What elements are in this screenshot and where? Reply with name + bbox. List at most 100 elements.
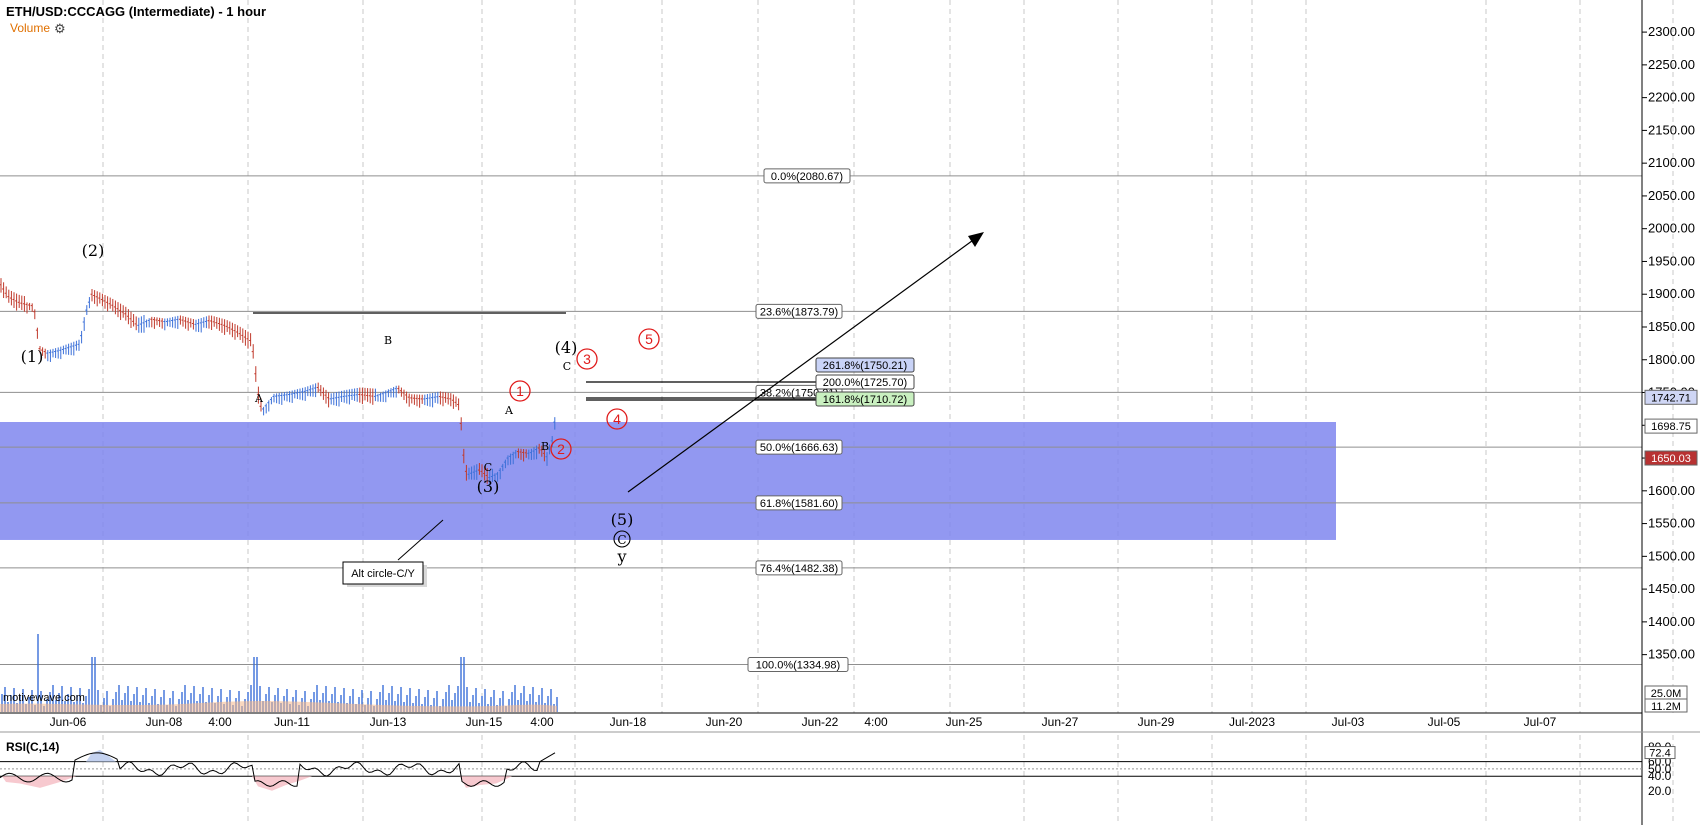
price-axis-tick-label: 1550.00 bbox=[1648, 516, 1695, 531]
wave-label-red: 4 bbox=[613, 411, 621, 427]
wave-label-small: B bbox=[384, 334, 392, 347]
time-axis-tick-label: Jun-25 bbox=[946, 715, 983, 729]
rsi-axis-tick-label: 50.0 bbox=[1648, 762, 1672, 776]
wave-label-small: A bbox=[254, 392, 264, 405]
gear-icon[interactable]: ⚙ bbox=[54, 21, 66, 36]
price-axis-tick-label: 1600.00 bbox=[1648, 483, 1695, 498]
price-tag-label: 1698.75 bbox=[1651, 421, 1691, 433]
wave-label-small: C bbox=[563, 360, 571, 373]
time-axis-tick-label: Jun-11 bbox=[274, 715, 310, 729]
wave-label: y bbox=[616, 547, 626, 566]
price-tag bbox=[1644, 418, 1698, 434]
time-axis-tick-label: Jun-13 bbox=[370, 715, 407, 729]
fib-level-label: 61.8%(1581.60) bbox=[760, 498, 838, 510]
volume-ma-area bbox=[0, 701, 557, 712]
price-tag bbox=[1644, 389, 1698, 405]
ext-level-box bbox=[815, 357, 915, 373]
annotation-box bbox=[342, 561, 424, 585]
wave-label-red: 3 bbox=[583, 351, 591, 367]
price-axis-tick-label: 2250.00 bbox=[1648, 57, 1695, 72]
time-axis-tick-label: Jun-08 bbox=[146, 715, 183, 729]
fib-level-label: 50.0%(1666.63) bbox=[760, 442, 838, 454]
chart-title: ETH/USD:CCCAGG (Intermediate) - 1 hour bbox=[6, 4, 267, 19]
time-axis-tick-label: Jun-22 bbox=[802, 715, 839, 729]
wave-label: (2) bbox=[82, 241, 105, 260]
projection-arrow bbox=[627, 237, 977, 493]
fib-level-label: 100.0%(1334.98) bbox=[756, 659, 840, 671]
fib-level-box bbox=[755, 560, 843, 576]
wave-label: (5) bbox=[611, 510, 634, 529]
fib-level-label: 23.6%(1873.79) bbox=[760, 306, 838, 318]
price-axis-tick-label: 1350.00 bbox=[1648, 647, 1695, 662]
fib-level-box bbox=[747, 656, 849, 672]
fib-level-box bbox=[763, 168, 851, 184]
time-axis-tick-label: Jun-18 bbox=[610, 715, 647, 729]
price-axis-tick-label: 1800.00 bbox=[1648, 352, 1695, 367]
wave-circle-icon bbox=[613, 530, 631, 548]
price-axis-tick-label: 1900.00 bbox=[1648, 286, 1695, 301]
time-axis-tick-label: Jul-05 bbox=[1428, 715, 1461, 729]
wave-label-circle: C bbox=[617, 533, 626, 547]
time-axis-tick-label: Jun-29 bbox=[1138, 715, 1175, 729]
price-axis-tick-label: 2000.00 bbox=[1648, 221, 1695, 236]
price-axis-tick-label: 2050.00 bbox=[1648, 188, 1695, 203]
wave-label-small: C bbox=[484, 461, 492, 474]
time-axis-tick-label: 4:00 bbox=[530, 715, 554, 729]
time-axis-tick-label: Jul-07 bbox=[1524, 715, 1557, 729]
wave-label-red: 5 bbox=[645, 331, 653, 347]
wave-label-red: 1 bbox=[516, 383, 524, 399]
wave-circle-red-icon bbox=[550, 438, 572, 460]
rsi-value-label: 72.4 bbox=[1649, 748, 1670, 760]
ext-level-label: 161.8%(1710.72) bbox=[823, 394, 907, 406]
wave-circle-red-icon bbox=[606, 408, 628, 430]
wave-label-small: B bbox=[541, 440, 549, 453]
annotation-leader bbox=[397, 519, 444, 561]
wave-label-red: 2 bbox=[557, 441, 565, 457]
annotation-label: Alt circle-C/Y bbox=[351, 568, 415, 580]
rsi-value-tag bbox=[1644, 746, 1676, 760]
rsi-line bbox=[0, 752, 556, 787]
price-axis-tick-label: 1400.00 bbox=[1648, 614, 1695, 629]
ext-level-label: 200.0%(1725.70) bbox=[823, 377, 907, 389]
ext-level-label: 261.8%(1750.21) bbox=[823, 360, 907, 372]
rsi-oversold-fill bbox=[252, 776, 312, 791]
volume-tag-label: 25.0M bbox=[1651, 688, 1682, 700]
time-axis-tick-label: Jun-27 bbox=[1042, 715, 1079, 729]
fib-level-box bbox=[755, 439, 843, 455]
rsi-axis-tick-label: 40.0 bbox=[1648, 769, 1672, 783]
wave-label: (4) bbox=[555, 338, 578, 357]
price-axis-tick-label: 1500.00 bbox=[1648, 548, 1695, 563]
ext-level-box bbox=[815, 374, 915, 390]
price-axis-tick-label: 1850.00 bbox=[1648, 319, 1695, 334]
time-axis-tick-label: Jun-20 bbox=[706, 715, 743, 729]
time-axis-tick-label: Jul-2023 bbox=[1229, 715, 1275, 729]
fib-level-box bbox=[755, 495, 843, 511]
ext-level-box bbox=[815, 391, 915, 407]
rsi-label: RSI(C,14) bbox=[6, 740, 60, 754]
volume-indicator-label[interactable]: Volume bbox=[10, 21, 51, 35]
price-tag-label: 1650.03 bbox=[1651, 453, 1691, 465]
price-axis-tick-label: 2150.00 bbox=[1648, 122, 1695, 137]
fib-level-label: 76.4%(1482.38) bbox=[760, 563, 838, 575]
time-axis-tick-label: 4:00 bbox=[864, 715, 888, 729]
wave-circle-red-icon bbox=[576, 348, 598, 370]
fib-level-label: 0.0%(2080.67) bbox=[771, 171, 843, 183]
time-axis-tick-label: Jul-03 bbox=[1332, 715, 1365, 729]
price-tag bbox=[1644, 450, 1698, 466]
time-axis-tick-label: 4:00 bbox=[208, 715, 232, 729]
price-axis-tick-label: 2300.00 bbox=[1648, 24, 1695, 39]
price-axis-tick-label: 2100.00 bbox=[1648, 155, 1695, 170]
rsi-axis-tick-label: 20.0 bbox=[1648, 784, 1672, 798]
wave-circle-red-icon bbox=[638, 328, 660, 350]
rsi-oversold-fill bbox=[460, 776, 512, 788]
price-bars bbox=[0, 278, 556, 487]
price-axis-tick-label: 2200.00 bbox=[1648, 90, 1695, 105]
wave-label: (3) bbox=[477, 477, 500, 496]
wave-label: (1) bbox=[21, 347, 44, 366]
wave-label-small: A bbox=[504, 404, 514, 417]
price-axis-tick-label: 1450.00 bbox=[1648, 581, 1695, 596]
fib-level-box bbox=[755, 303, 843, 319]
volume-tag-label: 11.2M bbox=[1651, 701, 1681, 713]
